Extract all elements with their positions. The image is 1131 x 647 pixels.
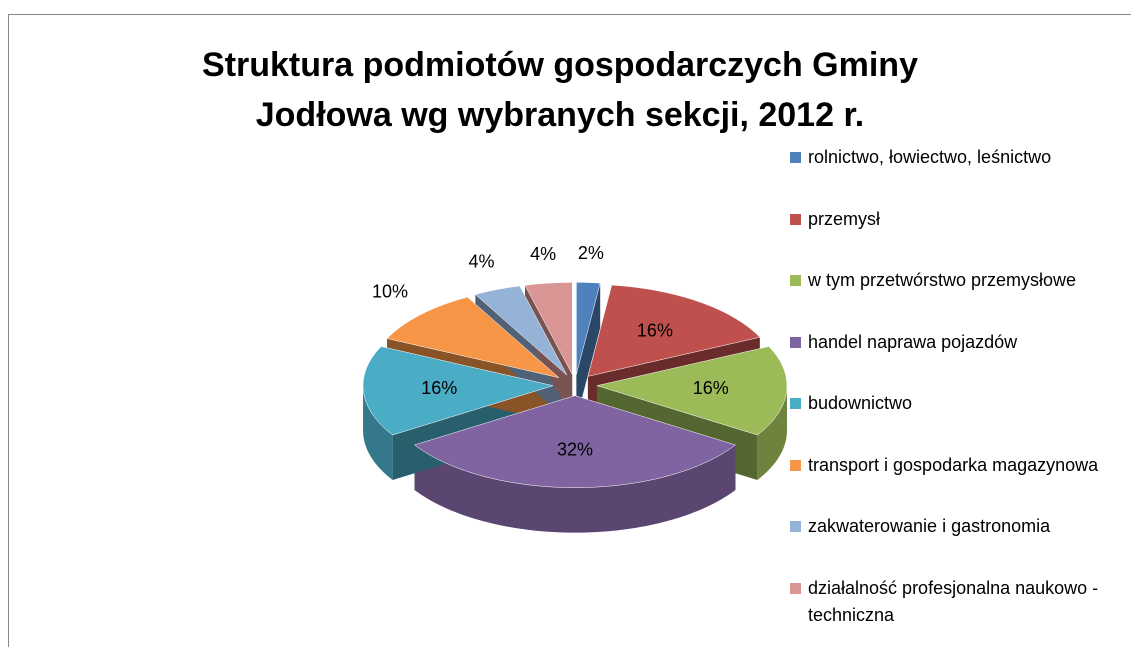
legend-label: budownictwo	[808, 393, 913, 413]
legend-label: handel naprawa pojazdów	[808, 331, 1018, 352]
slice	[595, 346, 788, 436]
slice	[474, 285, 568, 376]
data-label: 10%	[372, 282, 408, 302]
slice-side	[757, 385, 787, 480]
legend-swatch	[790, 521, 801, 532]
legend-label: przemysł	[808, 208, 881, 229]
legend-label: rolnictwo, łowiectwo, leśnictwo	[808, 147, 1052, 167]
data-label: 2%	[578, 243, 604, 263]
legend-swatch	[790, 398, 801, 409]
chart-title: Struktura podmiotów gospodarczych Gminy …	[202, 46, 918, 134]
legend-swatch	[790, 275, 801, 286]
data-label: 4%	[530, 244, 556, 264]
pie-tops	[362, 282, 788, 488]
slice	[576, 282, 601, 375]
data-label: 16%	[421, 378, 457, 398]
legend-item: transport i gospodarka magazynowa	[790, 452, 1120, 479]
legend-label: działalność profesjonalna naukowo -techn…	[808, 577, 1099, 625]
slice-side	[363, 385, 393, 480]
legend-item: w tym przetwórstwo przemysłowe	[790, 267, 1120, 294]
legend-swatch	[790, 336, 801, 348]
legend-label: zakwaterowanie i gastronomia	[808, 516, 1051, 536]
legend-swatch	[790, 213, 801, 225]
legend-swatch	[790, 152, 801, 163]
data-label: 4%	[469, 251, 495, 271]
legend-item: zakwaterowanie i gastronomia	[790, 513, 1120, 540]
legend-item: handel naprawa pojazdów	[790, 329, 1120, 356]
data-label: 16%	[637, 320, 673, 340]
slice	[386, 296, 560, 378]
slice	[362, 346, 555, 436]
legend-label: w tym przetwórstwo przemysłowe	[808, 270, 1077, 290]
chart-frame	[8, 14, 1131, 647]
legend-item: budownictwo	[790, 390, 1120, 417]
slice-wall	[576, 283, 601, 420]
legend-swatch	[790, 459, 801, 471]
legend-item: działalność profesjonalna naukowo -techn…	[790, 575, 1120, 629]
legend-label: transport i gospodarka magazynowa	[808, 454, 1099, 475]
slice	[587, 284, 761, 377]
data-label: 32%	[557, 440, 593, 460]
slice-side	[414, 444, 736, 533]
legend-swatch	[790, 582, 801, 594]
slice	[414, 395, 736, 488]
data-label: 16%	[693, 378, 729, 398]
slice	[524, 282, 573, 375]
legend-item: rolnictwo, łowiectwo, leśnictwo	[790, 144, 1120, 171]
legend-item: przemysł	[790, 206, 1120, 233]
